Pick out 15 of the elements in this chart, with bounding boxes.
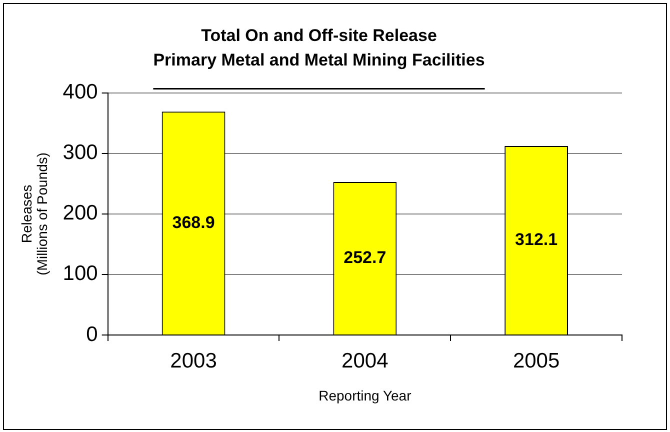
y-axis-title: Releases (Millions of Pounds): [18, 152, 50, 276]
x-axis-title: Reporting Year: [318, 387, 412, 404]
y-tick-label: 0: [86, 322, 98, 346]
y-tick-label: 100: [62, 262, 98, 286]
y-tick-label: 200: [62, 202, 98, 225]
chart-title: Total On and Off-site Release: [201, 26, 437, 45]
y-tick-label: 300: [62, 141, 98, 164]
data-label: 252.7: [344, 248, 386, 267]
data-label: 312.1: [515, 230, 558, 249]
x-tick-label: 2004: [342, 349, 389, 372]
data-label: 368.9: [172, 212, 215, 232]
x-tick-label: 2003: [170, 349, 217, 372]
chart-subtitle: Primary Metal and Metal Mining Facilities: [153, 50, 485, 70]
x-tick-label: 2005: [512, 349, 560, 372]
y-tick-label: 400: [62, 80, 98, 104]
